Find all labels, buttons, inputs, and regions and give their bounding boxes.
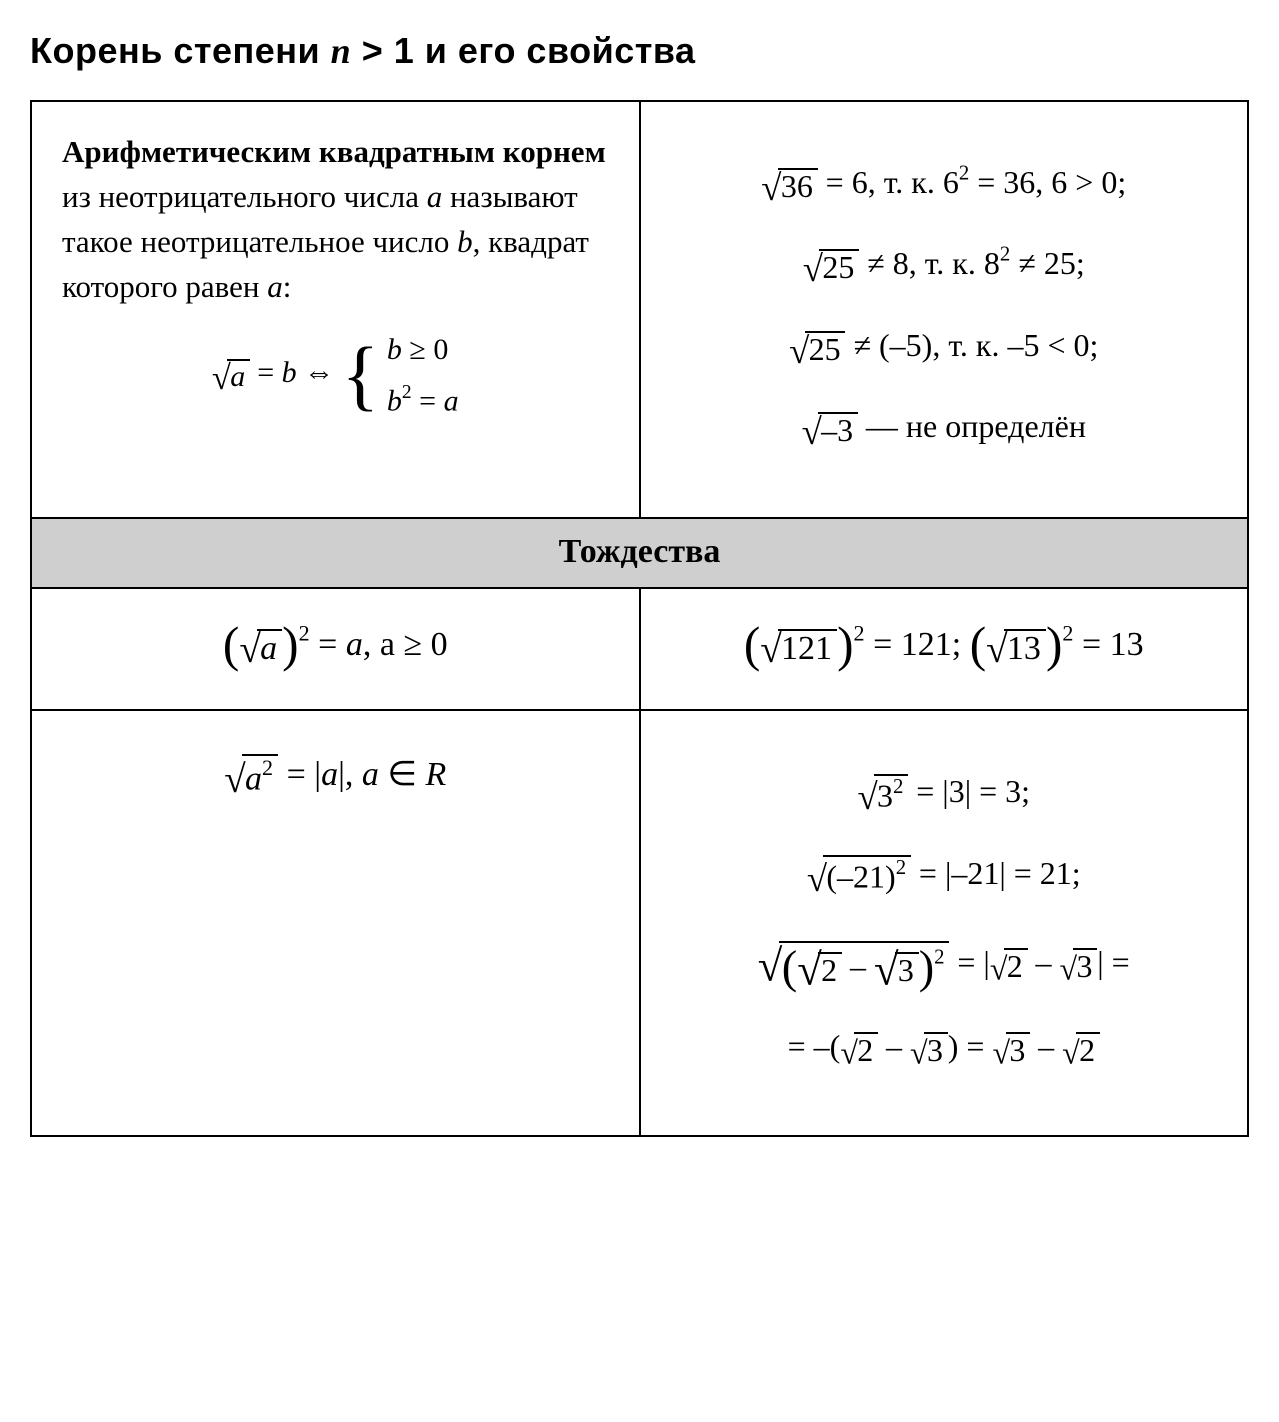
id2-r3-l2-mid: ) = [948, 1028, 993, 1064]
def-formula-eq: = [250, 356, 282, 389]
def-b: b [457, 224, 473, 259]
ex4-rest: — не определён [858, 408, 1086, 444]
definition-cell: Арифметическим ква­драт­ным корнем из не… [31, 101, 640, 518]
id2-r3-sup: 2 [934, 946, 944, 969]
example-1: √36 = 6, т. к. 62 = 36, 6 > 0; [671, 158, 1218, 211]
id2-l-sup: 2 [262, 755, 273, 780]
title-post: и его свойства [414, 30, 695, 71]
ex2-rad: 25 [819, 249, 859, 285]
content-table: Арифметическим ква­драт­ным корнем из не… [30, 100, 1249, 1137]
id2-r3-rest1: = | [949, 944, 989, 980]
ex3-rad: 25 [805, 331, 845, 367]
identity2-right: √32 = |3| = 3; √(–21)2 = |–21| = 21; √(√… [640, 710, 1249, 1136]
definition-term: Арифметическим ква­драт­ным корнем [62, 134, 606, 169]
identity1-left: (√a)2 = a, a ≥ 0 [31, 588, 640, 710]
id2-example-1: √32 = |3| = 3; [671, 767, 1218, 820]
id2-r2-sup: 2 [896, 856, 906, 879]
ex1-rest2: = 36, 6 > 0; [969, 164, 1126, 200]
ex4-rad: –3 [818, 412, 858, 448]
id2-r2-rest: = |–21| = 21; [911, 855, 1081, 891]
case1-op: ≥ 0 [402, 333, 448, 366]
case2-sup: 2 [402, 382, 412, 403]
id2-example-3b: = –(√2 – √3) = √3 – √2 [671, 1023, 1218, 1073]
case2-eq: = [412, 384, 444, 417]
def-formula-iff: ⇔ [297, 356, 342, 389]
ex3-rest: ≠ (–5), т. к. –5 < 0; [845, 327, 1098, 363]
def-text-1: из не­отри­ца­тель­ного числа [62, 179, 427, 214]
ex1-rest: = 6, т. к. 6 [818, 164, 959, 200]
def-a: a [427, 179, 443, 214]
id1-r-rad2: 13 [1004, 629, 1046, 667]
id2-l-a: a [321, 756, 338, 793]
def-colon: : [283, 269, 292, 304]
ex2-rest2: ≠ 25; [1010, 246, 1084, 282]
example-4: √–3 — не определён [671, 402, 1218, 455]
def-formula-b: b [282, 356, 297, 389]
id1-left-eq: = [310, 626, 346, 663]
definition-text: Арифметическим ква­драт­ным корнем из не… [62, 130, 609, 310]
identity2-left: √a2 = |a|, a ∈ R [31, 710, 640, 1136]
examples-cell: √36 = 6, т. к. 62 = 36, 6 > 0; √25 ≠ 8, … [640, 101, 1249, 518]
ex1-sup: 2 [959, 162, 969, 185]
ex2-sup: 2 [1000, 243, 1010, 266]
id2-r1-rest: = |3| = 3; [908, 774, 1030, 810]
id2-l-eq: = | [278, 756, 321, 793]
id2-r1-inner: 3 [877, 777, 893, 813]
title-gt: > 1 [351, 30, 414, 71]
id2-r3-l2-pre: = –( [788, 1028, 841, 1064]
id1-r-eq1: = 121; [865, 626, 970, 663]
title-pre: Корень степени [30, 30, 331, 71]
ex2-rest: ≠ 8, т. к. 8 [859, 246, 1000, 282]
identities-header: Тождества [31, 518, 1248, 588]
id2-l-R: R [426, 756, 447, 793]
example-3: √25 ≠ (–5), т. к. –5 < 0; [671, 321, 1218, 374]
id1-r-rad1: 121 [778, 629, 837, 667]
id1-left-cond: , a ≥ 0 [363, 626, 448, 663]
id2-r1-sup: 2 [893, 775, 903, 798]
id1-r-eq2: = 13 [1073, 626, 1143, 663]
id2-example-3a: √(√2 – √3)2 = |√2 – √3| = [671, 930, 1218, 995]
def-a2: a [267, 269, 283, 304]
ex1-rad: 36 [778, 168, 818, 204]
id2-l-in: ∈ [379, 756, 426, 793]
id2-r3-rest2: | = [1097, 944, 1129, 980]
page-title: Корень степени n > 1 и его свойства [30, 30, 1249, 72]
id2-example-2: √(–21)2 = |–21| = 21; [671, 849, 1218, 902]
case2-lhs: b [387, 384, 402, 417]
example-2: √25 ≠ 8, т. к. 82 ≠ 25; [671, 239, 1218, 292]
id2-l-rad: a [245, 760, 262, 797]
case1-lhs: b [387, 333, 402, 366]
id2-l-a2: a [362, 756, 379, 793]
case2-rhs: a [444, 384, 459, 417]
definition-formula: √a = b ⇔ { b ≥ 0 b2 = a [62, 328, 609, 423]
title-n: n [331, 31, 352, 71]
id2-r2-inner: (–21) [826, 859, 895, 895]
id2-l-rest2: |, [338, 756, 362, 793]
identity1-right: (√121)2 = 121; (√13)2 = 13 [640, 588, 1249, 710]
id1-left-a: a [346, 626, 363, 663]
